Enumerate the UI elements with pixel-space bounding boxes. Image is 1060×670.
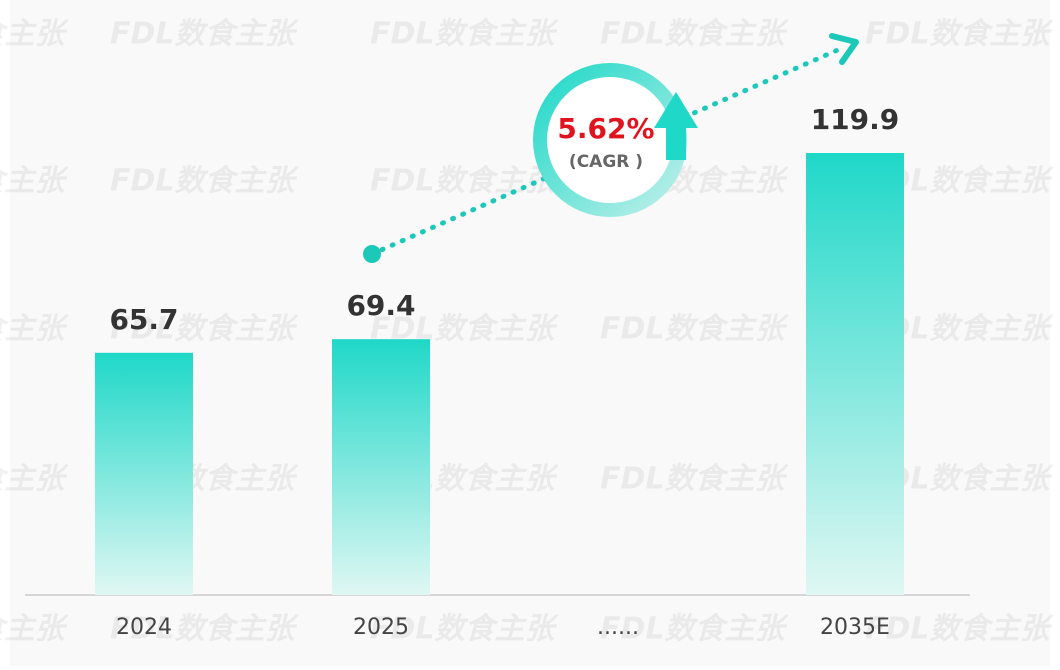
value-label: 65.7: [109, 303, 178, 336]
watermark: FDL数食主张: [370, 612, 560, 647]
watermark: FDL数食主张: [370, 17, 560, 52]
watermark: FDL数食主张: [865, 17, 1055, 52]
bars: 2024 65.7 2025 69.4...... 2035E 119.9: [95, 103, 904, 640]
x-tick-label: 2024: [116, 615, 172, 640]
watermark: FDL数食主张: [370, 164, 560, 199]
watermark: FDL数食主张: [110, 164, 300, 199]
x-tick-label: 2035E: [820, 615, 890, 640]
trend-start: [363, 245, 381, 263]
bar: [332, 339, 430, 595]
value-label: 119.9: [811, 103, 900, 136]
cagr-label: (CAGR ): [569, 152, 643, 172]
watermark: FDL数食主张: [0, 164, 70, 199]
watermark: FDL数食主张: [600, 17, 790, 52]
watermark: FDL数食主张: [865, 612, 1055, 647]
watermark: FDL数食主张: [110, 17, 300, 52]
cagr-arrow: [654, 92, 698, 160]
watermark: FDL数食主张: [600, 312, 790, 347]
x-tick-label: 2025: [353, 615, 409, 640]
cagr-rate: 5.62%: [557, 112, 654, 145]
watermark: FDL数食主张: [0, 462, 70, 497]
watermark: FDL数食主张: [600, 612, 790, 647]
x-tick-label: ......: [597, 615, 639, 640]
watermark: FDL数食主张: [110, 612, 300, 647]
bar: [95, 352, 193, 595]
cagr-inner: [550, 80, 670, 200]
bar: [806, 153, 904, 595]
trend-arrow: [829, 33, 859, 65]
watermark: FDL数食主张: [110, 312, 300, 347]
value-label: 69.4: [346, 289, 415, 322]
watermark: FDL数食主张: [0, 17, 70, 52]
watermark: FDL数食主张: [0, 312, 70, 347]
watermark: FDL数食主张: [600, 462, 790, 497]
watermark: FDL数食主张: [0, 612, 70, 647]
